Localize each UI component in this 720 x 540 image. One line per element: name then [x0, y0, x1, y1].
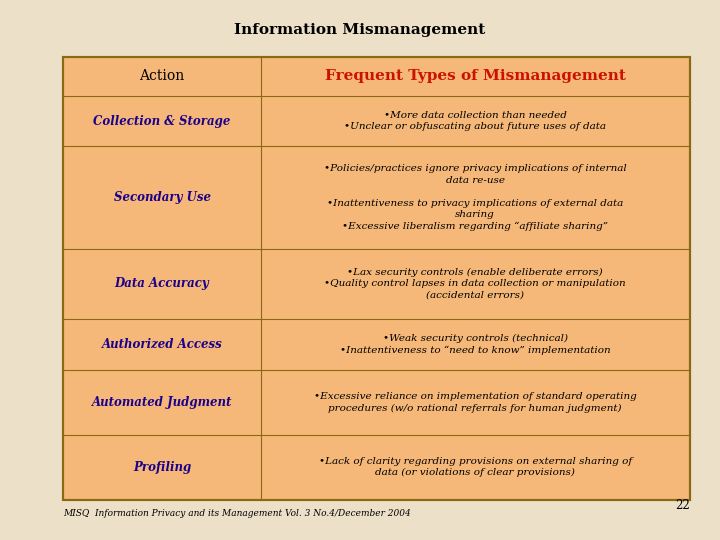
Bar	[63, 57, 690, 500]
Text: •Lack of clarity regarding provisions on external sharing of
data (or violations: •Lack of clarity regarding provisions on…	[318, 457, 632, 477]
Text: •Policies/practices ignore privacy implications of internal
data re-use

•Inatte: •Policies/practices ignore privacy impli…	[324, 164, 626, 231]
Text: MISQ  Information Privacy and its Management Vol. 3 No.4/December 2004: MISQ Information Privacy and its Managem…	[63, 509, 411, 518]
Bar	[63, 57, 690, 500]
Text: •Weak security controls (technical)
•Inattentiveness to “need to know” implement: •Weak security controls (technical) •Ina…	[340, 334, 611, 355]
Text: •Lax security controls (enable deliberate errors)
•Quality control lapses in dat: •Lax security controls (enable deliberat…	[325, 268, 626, 300]
Text: •More data collection than needed
•Unclear or obfuscating about future uses of d: •More data collection than needed •Uncle…	[344, 111, 606, 131]
Text: Frequent Types of Mismanagement: Frequent Types of Mismanagement	[325, 69, 626, 83]
Text: •Excessive reliance on implementation of standard operating
procedures (w/o rati: •Excessive reliance on implementation of…	[314, 392, 636, 413]
Text: Secondary Use: Secondary Use	[114, 191, 210, 204]
Text: 22: 22	[675, 499, 690, 512]
Text: Profiling: Profiling	[133, 461, 191, 474]
Text: Data Accuracy: Data Accuracy	[114, 278, 210, 291]
Text: Authorized Access: Authorized Access	[102, 338, 222, 351]
Text: Automated Judgment: Automated Judgment	[92, 396, 233, 409]
Text: Action: Action	[140, 69, 184, 83]
Text: Information Mismanagement: Information Mismanagement	[235, 23, 485, 37]
Text: Collection & Storage: Collection & Storage	[94, 114, 230, 127]
